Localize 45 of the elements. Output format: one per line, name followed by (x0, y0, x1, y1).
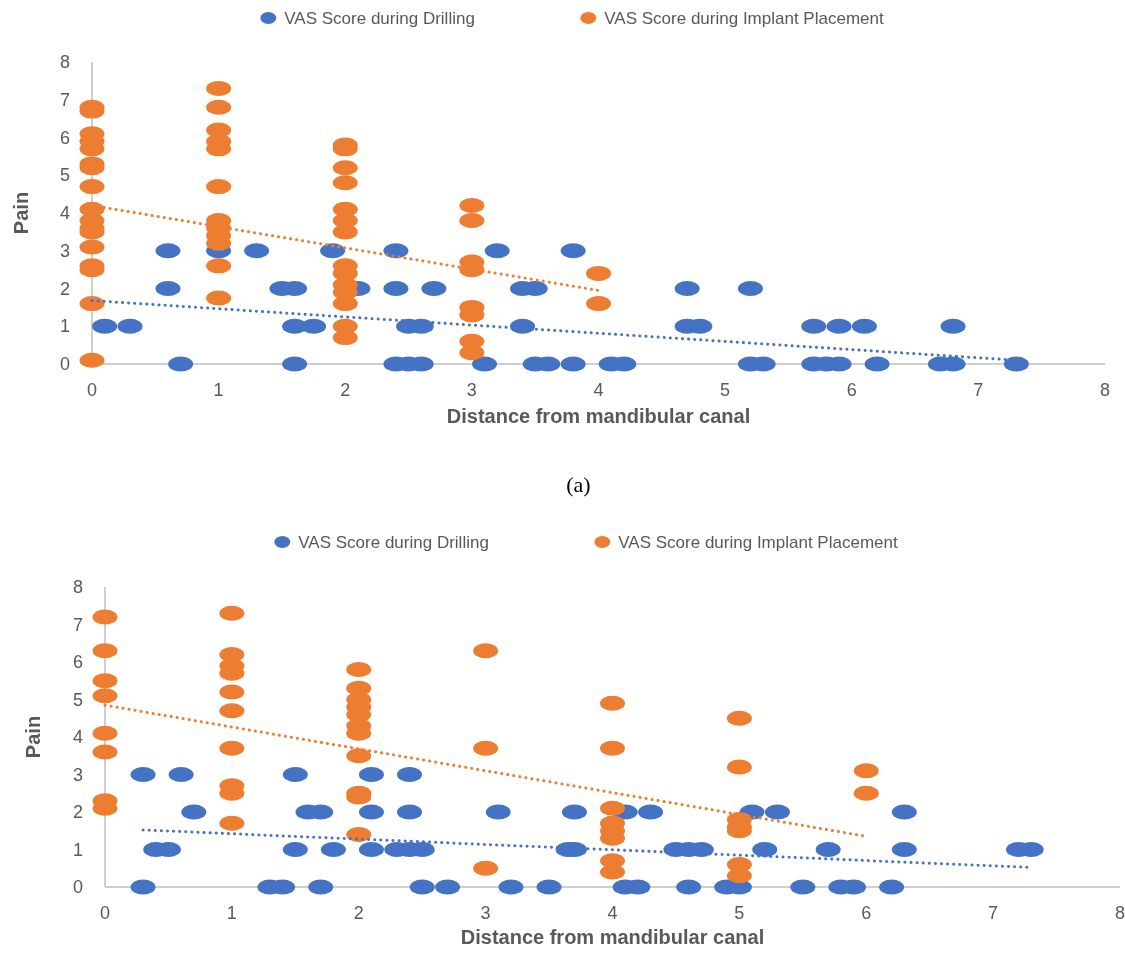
x-tick-label: 0 (86, 380, 98, 400)
y-tick-label: 6 (59, 127, 70, 148)
y-tick-label: 4 (59, 203, 70, 223)
x-tick-label: 8 (1099, 380, 1111, 400)
x-tick-label: 5 (720, 380, 731, 400)
y-tick-label: 2 (72, 802, 83, 822)
x-tick-label: 0 (99, 903, 111, 923)
y-tick-label: 3 (59, 240, 70, 261)
x-tick-label: 1 (213, 380, 224, 400)
x-tick-label: 8 (1114, 903, 1125, 923)
x-tick-label: 7 (973, 380, 984, 400)
text: (a) (566, 472, 591, 497)
legend-label: VAS Score during Drilling (284, 9, 475, 28)
y-axis-title: Pain (22, 715, 44, 759)
y-tick-label: 2 (59, 278, 70, 299)
y-tick-label: 3 (72, 764, 83, 785)
x-tick-label: 4 (593, 380, 604, 400)
y-tick-label: 6 (72, 652, 83, 672)
y-tick-label: 1 (59, 316, 70, 337)
x-tick-label: 7 (988, 903, 999, 923)
legend-label: VAS Score during Implant Placement (618, 533, 898, 552)
legend-label: VAS Score during Implant Placement (604, 9, 884, 28)
legend-label: VAS Score during Drilling (298, 533, 489, 552)
x-axis-title: Distance from mandibular canal (460, 926, 765, 948)
y-tick-label: 8 (59, 52, 70, 72)
y-tick-label: 7 (59, 89, 70, 110)
y-tick-label: 8 (72, 577, 83, 597)
x-tick-label: 4 (607, 903, 618, 923)
x-tick-label: 6 (846, 380, 857, 400)
x-tick-label: 1 (226, 903, 237, 923)
x-tick-label: 6 (861, 903, 872, 923)
y-tick-label: 5 (72, 689, 83, 710)
y-tick-label: 5 (59, 165, 70, 186)
x-tick-label: 3 (480, 903, 491, 923)
x-tick-label: 2 (340, 380, 351, 400)
y-tick-label: 1 (72, 839, 83, 860)
x-tick-label: 3 (466, 380, 477, 400)
x-tick-label: 5 (734, 903, 745, 923)
x-tick-label: 2 (353, 903, 364, 923)
y-tick-label: 0 (72, 877, 83, 897)
y-tick-label: 7 (72, 614, 83, 635)
y-axis-title: Pain (10, 191, 32, 235)
y-tick-label: 0 (59, 354, 70, 374)
y-tick-label: 4 (72, 727, 83, 747)
x-axis-title: Distance from mandibular canal (446, 405, 751, 427)
